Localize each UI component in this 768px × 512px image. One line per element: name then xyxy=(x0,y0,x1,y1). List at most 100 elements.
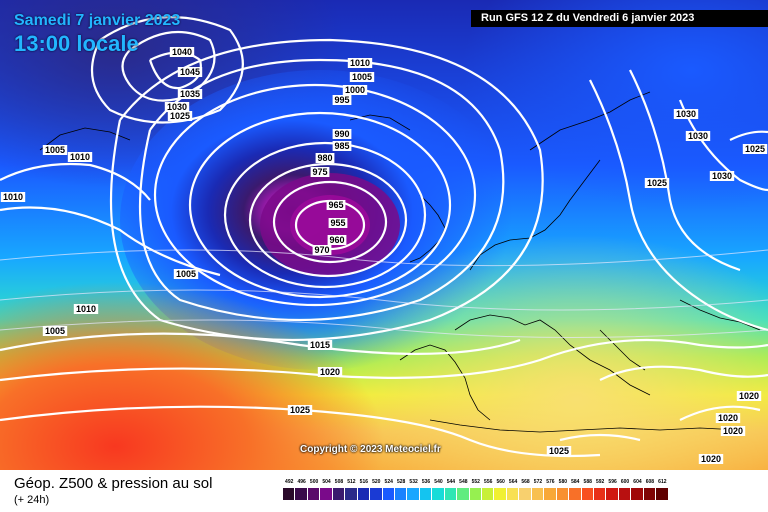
legend-value-labels: 492 496 500 504 508 512 516 520 524 528 532 536 540 5… xyxy=(283,478,669,486)
legend-swatch xyxy=(531,488,545,500)
legend-label: 492 xyxy=(285,479,294,485)
color-legend: 492 496 500 504 508 512 516 520 524 528 532 536 540 5… xyxy=(283,478,669,500)
legend-label: 504 xyxy=(322,479,331,485)
pressure-label: 975 xyxy=(312,167,327,177)
legend-label: 564 xyxy=(508,479,518,485)
pressure-label: 1025 xyxy=(170,111,190,121)
pressure-label-bg xyxy=(164,102,190,112)
pressure-label: 1005 xyxy=(352,72,372,82)
pressure-label-bg xyxy=(67,152,93,162)
pressure-label-bg xyxy=(736,391,762,401)
legend-swatch xyxy=(432,488,445,500)
pressure-label: 1030 xyxy=(676,109,696,119)
pressure-label-bg xyxy=(173,269,199,279)
legend-label: 508 xyxy=(334,479,344,485)
legend-swatches xyxy=(283,488,669,500)
pressure-label-bg xyxy=(332,129,352,139)
pressure-label-bg xyxy=(317,367,343,377)
pressure-labels: 1040104510351030102510051010101010101005… xyxy=(0,47,768,464)
legend-swatch xyxy=(320,488,333,500)
pressure-label: 1020 xyxy=(320,367,340,377)
legend-label: 528 xyxy=(396,479,406,485)
legend-label: 584 xyxy=(571,479,580,485)
legend-swatch xyxy=(283,488,296,500)
legend-label: 512 xyxy=(347,479,356,485)
legend-label: 524 xyxy=(384,479,393,485)
legend-swatch xyxy=(357,488,371,500)
legend-label: 604 xyxy=(633,479,642,485)
legend-label: 516 xyxy=(359,479,369,485)
map-caption-lead-time: (+ 24h) xyxy=(14,494,50,506)
pressure-label-bg xyxy=(307,340,333,350)
pressure-label: 1005 xyxy=(45,326,65,336)
pressure-label-bg xyxy=(315,153,335,163)
pressure-label: 1025 xyxy=(647,178,667,188)
legend-label: 556 xyxy=(484,479,493,485)
legend-label: 496 xyxy=(297,479,306,485)
legend-swatch xyxy=(618,488,632,500)
legend-swatch xyxy=(407,488,420,500)
legend-label: 572 xyxy=(533,479,543,485)
pressure-label: 1005 xyxy=(45,145,65,155)
pressure-label-bg xyxy=(169,47,195,57)
pressure-label: 970 xyxy=(314,245,329,255)
legend-label: 552 xyxy=(471,479,480,485)
legend-label: 588 xyxy=(583,479,592,485)
pressure-label-bg xyxy=(287,405,313,415)
legend-swatch xyxy=(345,488,358,500)
legend-swatch xyxy=(519,488,532,500)
legend-swatch xyxy=(370,488,383,500)
pressure-label-bg xyxy=(42,145,68,155)
pressure-label: 1005 xyxy=(176,269,196,279)
legend-swatch xyxy=(394,488,408,500)
pressure-label: 1020 xyxy=(718,413,738,423)
pressure-label: 1020 xyxy=(701,454,721,464)
pressure-label: 960 xyxy=(329,235,344,245)
legend-label: 612 xyxy=(658,479,667,485)
pressure-label-bg xyxy=(0,192,26,202)
pressure-label-bg xyxy=(327,235,347,245)
pressure-label-bg xyxy=(715,413,741,423)
pressure-label: 1025 xyxy=(745,144,765,154)
pressure-label-bg xyxy=(42,326,68,336)
map-caption: Géop. Z500 & pression au sol xyxy=(14,475,213,492)
legend-label: 580 xyxy=(558,479,568,485)
legend-label: 600 xyxy=(620,479,630,485)
legend-swatch xyxy=(593,488,607,500)
model-run-label: Run GFS 12 Z du Vendredi 6 janvier 2023 xyxy=(471,10,768,27)
legend-swatch xyxy=(494,488,507,500)
pressure-label: 1030 xyxy=(167,102,187,112)
legend-swatch xyxy=(382,488,395,500)
pressure-label: 1025 xyxy=(549,446,569,456)
pressure-label-bg xyxy=(328,218,348,228)
pressure-label-bg xyxy=(709,171,735,181)
pressure-label-bg xyxy=(326,200,346,210)
pressure-label: 1010 xyxy=(3,192,23,202)
pressure-label-bg xyxy=(167,111,193,121)
pressure-label: 1015 xyxy=(310,340,330,350)
pressure-label-bg xyxy=(720,426,746,436)
legend-label: 532 xyxy=(409,479,418,485)
legend-label: 576 xyxy=(546,479,555,485)
legend-swatch xyxy=(482,488,495,500)
isobars xyxy=(0,16,768,458)
pressure-label-bg xyxy=(742,144,768,154)
pressure-label: 1035 xyxy=(180,89,200,99)
pressure-label-bg xyxy=(332,95,352,105)
legend-swatch xyxy=(581,488,594,500)
pressure-label: 1000 xyxy=(345,85,365,95)
pressure-label-bg xyxy=(332,141,352,151)
pressure-label-bg xyxy=(177,89,203,99)
legend-swatch xyxy=(544,488,557,500)
legend-swatch xyxy=(631,488,644,500)
pressure-label-bg xyxy=(698,454,724,464)
legend-label: 592 xyxy=(595,479,605,485)
legend-swatch xyxy=(606,488,619,500)
pressure-label: 1010 xyxy=(70,152,90,162)
pressure-label: 1030 xyxy=(688,131,708,141)
legend-swatch xyxy=(506,488,520,500)
pressure-label: 1045 xyxy=(180,67,200,77)
pressure-label: 985 xyxy=(334,141,349,151)
legend-label: 520 xyxy=(372,479,381,485)
pressure-label: 1030 xyxy=(712,171,732,181)
